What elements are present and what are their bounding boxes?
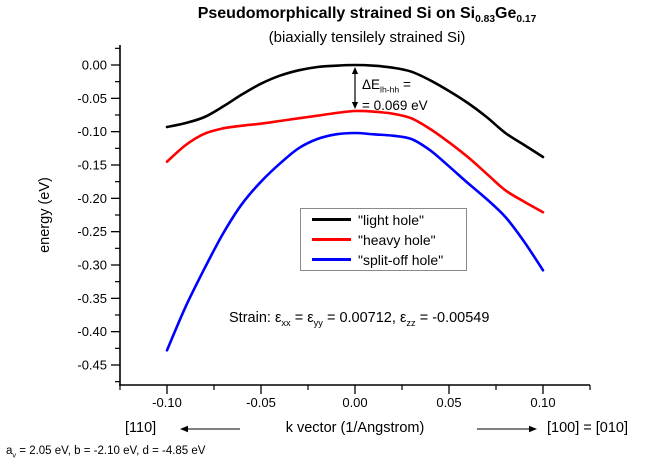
legend-line-sample-split-off-hole <box>312 258 351 261</box>
chart-title: Pseudomorphically strained Si on Si0.83G… <box>90 5 644 26</box>
delta-e-arrowhead-up <box>351 67 359 74</box>
legend-label-heavy-hole: "heavy hole" <box>358 231 436 248</box>
legend-label-light-hole: "light hole" <box>358 211 424 228</box>
delta-e-symbol: ΔE <box>362 77 381 92</box>
footnote-a-subscript: v <box>12 450 17 460</box>
deformation-potentials-footnote: av = 2.05 eV, b = -2.10 eV, d = -4.85 eV <box>6 445 206 460</box>
epsilon-yy: ε <box>307 310 314 326</box>
y-tick-label: -0.20 <box>77 191 107 206</box>
x-axis-label: k vector (1/Angstrom) <box>285 420 425 436</box>
strain-eq3: = -0.00549 <box>415 310 490 326</box>
epsilon-zz: ε <box>399 310 407 326</box>
x-tick-label: -0.05 <box>246 395 276 410</box>
epsilon-xx: ε <box>274 310 282 326</box>
x-tick-label: 0.05 <box>436 395 461 410</box>
delta-e-value: = 0.069 eV <box>362 98 428 113</box>
delta-e-arrowhead-down <box>351 102 359 109</box>
x-tick-label: -0.10 <box>152 395 182 410</box>
right-direction-arrow-head <box>529 425 537 433</box>
legend: "light hole" "heavy hole" "split-off hol… <box>300 208 467 271</box>
delta-e-line1: ΔElh-hh = <box>362 74 428 95</box>
y-tick-label: -0.25 <box>77 224 107 239</box>
y-tick-label: -0.35 <box>77 291 107 306</box>
title-ge-subscript: 0.17 <box>516 14 537 26</box>
y-tick-label: -0.10 <box>77 124 107 139</box>
epsilon-zz-subscript: zz <box>406 317 416 328</box>
legend-line-sample-heavy-hole <box>312 238 351 241</box>
series-line-split-off-hole <box>165 131 545 352</box>
legend-item-heavy-hole: "heavy hole" <box>312 230 466 250</box>
chart-subtitle: (biaxially tensilely strained Si) <box>268 29 466 46</box>
x-tick-label: 0.10 <box>530 395 555 410</box>
footnote-a: a <box>6 445 13 457</box>
epsilon-yy-subscript: yy <box>313 317 323 328</box>
strain-eq2: = 0.00712, <box>322 310 400 326</box>
footnote-values: = 2.05 eV, b = -2.10 eV, d = -4.85 eV <box>16 445 206 457</box>
y-tick-label: 0.00 <box>82 58 107 73</box>
y-tick-label: -0.15 <box>77 158 107 173</box>
delta-e-equals: = <box>399 77 411 92</box>
series-line-heavy-hole <box>165 109 545 214</box>
direction-label-100-010: [100] = [010] <box>547 420 629 436</box>
legend-line-sample-light-hole <box>312 218 351 221</box>
title-ge: Ge <box>495 5 517 22</box>
strain-lead: Strain: <box>229 310 275 326</box>
legend-item-light-hole: "light hole" <box>312 210 466 230</box>
title-si-subscript: 0.83 <box>475 14 496 26</box>
y-tick-label: -0.05 <box>77 91 107 106</box>
y-tick-label: -0.40 <box>77 324 107 339</box>
legend-item-split-off-hole: "split-off hole" <box>312 250 466 270</box>
epsilon-xx-subscript: xx <box>281 317 291 328</box>
strain-eq1: = <box>290 310 308 326</box>
y-tick-label: -0.30 <box>77 258 107 273</box>
x-tick-label: 0.00 <box>342 395 367 410</box>
strain-annotation: Strain: εxx = εyy = 0.00712, εzz = -0.00… <box>229 310 490 328</box>
title-text: Pseudomorphically strained Si on Si <box>197 5 476 22</box>
delta-e-annotation: ΔElh-hh = = 0.069 eV <box>362 74 428 116</box>
left-direction-arrow-head <box>180 425 188 433</box>
delta-e-subscript: lh-hh <box>380 84 400 95</box>
y-tick-label: -0.45 <box>77 358 107 373</box>
series-line-light-hole <box>165 63 545 159</box>
direction-label-110: [110] <box>125 420 157 436</box>
legend-label-split-off-hole: "split-off hole" <box>358 251 444 268</box>
